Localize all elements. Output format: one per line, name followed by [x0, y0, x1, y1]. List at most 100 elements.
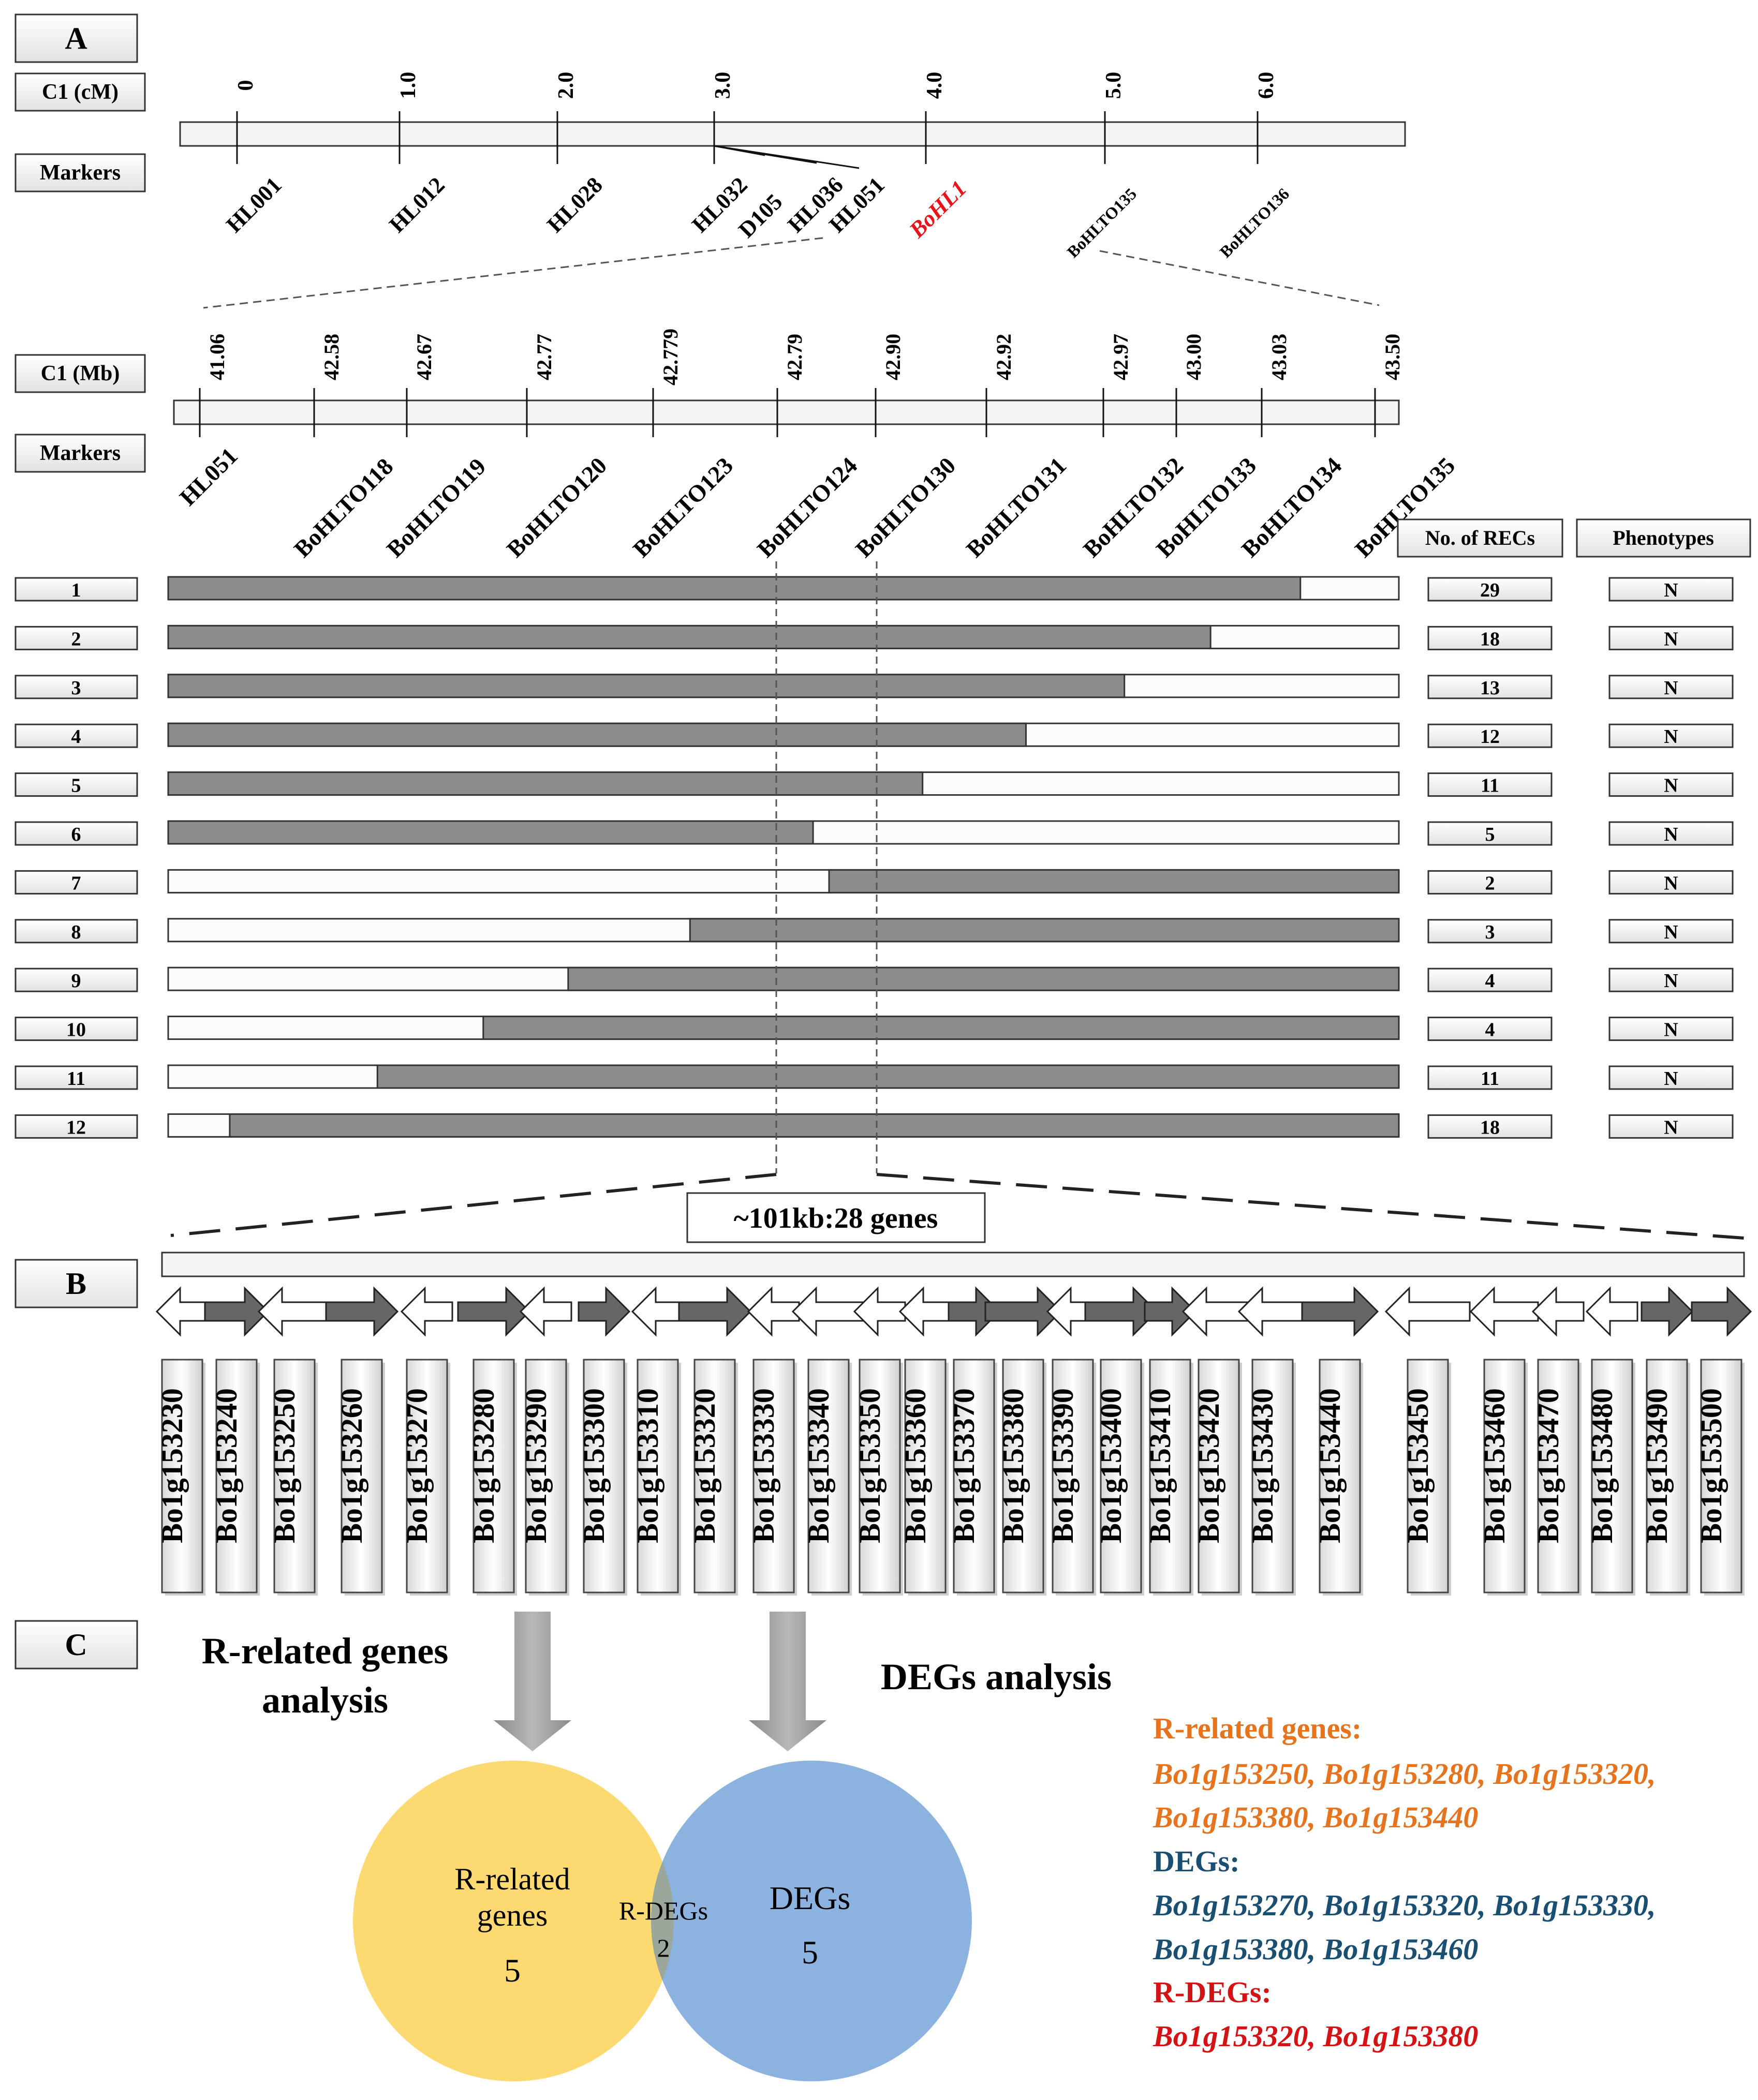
gene-name: Bo1g153230 — [155, 1388, 189, 1543]
cm-tick-label: 4.0 — [923, 72, 947, 99]
phenotype-value: N — [1664, 726, 1678, 748]
cm-marker-label: HL012 — [384, 172, 449, 237]
gene-box-frame — [1149, 1359, 1191, 1593]
row-bar-fill — [376, 1064, 1400, 1089]
svg-text:C: C — [65, 1628, 87, 1662]
row-id-box — [14, 577, 138, 602]
row-id: 7 — [71, 872, 81, 894]
gene-name: Bo1g153490 — [1640, 1388, 1674, 1543]
recs-value: 13 — [1480, 677, 1500, 699]
gene-arrow-reverse — [791, 1286, 865, 1337]
gene-box-frame — [273, 1359, 316, 1593]
interval-zoom-left — [170, 1173, 777, 1237]
svg-text:No. of RECs: No. of RECs — [1425, 526, 1535, 549]
venn-right-label: DEGs — [770, 1880, 850, 1916]
gene-name: Bo1g153470 — [1531, 1388, 1565, 1543]
gene-name: Bo1g153420 — [1192, 1388, 1225, 1543]
recombinant-row: 10 4 N — [14, 1016, 1734, 1041]
row-id-box — [14, 919, 138, 944]
phenotype-box — [1608, 772, 1734, 797]
gene-name: Bo1g153240 — [210, 1388, 243, 1543]
gene-box-frame — [1700, 1359, 1742, 1593]
gene-box: Bo1g153470 — [1531, 1359, 1582, 1596]
gene-box: Bo1g153360 — [898, 1359, 949, 1596]
row-id-box — [14, 723, 138, 748]
row-bar-fill — [167, 722, 1027, 747]
gene-box: Bo1g153420 — [1192, 1359, 1242, 1596]
zoom-line-left — [203, 237, 823, 309]
row-bar-fill — [828, 869, 1400, 893]
row-bar-fill — [482, 1016, 1400, 1040]
gene-box: Bo1g153270 — [400, 1359, 450, 1596]
recombinant-row: 12 18 N — [14, 1113, 1734, 1139]
recs-box — [1427, 967, 1553, 992]
row-id: 11 — [67, 1068, 85, 1090]
row-bar-fill — [167, 674, 1126, 698]
recs-box — [1427, 870, 1553, 895]
row-id-box — [14, 1065, 138, 1090]
gene-arrow-reverse — [631, 1286, 684, 1337]
venn-mid-count: 2 — [657, 1933, 670, 1962]
interval-label: ~101kb:28 genes — [686, 1192, 986, 1243]
phenotype-box — [1608, 675, 1734, 699]
down-arrow-right — [749, 1612, 826, 1751]
row-id: 5 — [71, 775, 81, 797]
row-id: 12 — [66, 1116, 86, 1138]
phenotype-value: N — [1664, 628, 1678, 650]
phenotype-box — [1608, 1017, 1734, 1041]
gene-box-frame — [525, 1359, 567, 1593]
recs-box — [1427, 723, 1553, 748]
gene-box: Bo1g153320 — [688, 1359, 738, 1596]
mb-position-label: 42.779 — [659, 329, 682, 385]
phenotype-box — [1608, 577, 1734, 602]
gene-arrow-reverse — [519, 1286, 572, 1337]
gene-arrow-forward — [325, 1286, 399, 1337]
cm-tick-label: 2.0 — [554, 72, 578, 99]
gene-box-frame — [1407, 1359, 1449, 1593]
zoom-line-right — [1099, 250, 1380, 306]
gene-arrow-reverse — [1531, 1286, 1585, 1337]
row-id: 1 — [71, 579, 81, 601]
row-id-box — [14, 772, 138, 797]
gene-name: Bo1g153300 — [577, 1388, 611, 1543]
gene-arrow-forward — [678, 1286, 752, 1337]
recombinant-row: 7 2 N — [14, 869, 1734, 895]
gene-box-frame — [904, 1359, 947, 1593]
svg-text:C1 (Mb): C1 (Mb) — [41, 362, 120, 385]
gene-box-frame — [215, 1359, 258, 1593]
recs-value: 18 — [1480, 1116, 1500, 1138]
phenotype-value: N — [1664, 921, 1678, 943]
gene-box-frame — [1251, 1359, 1294, 1593]
venn-mid-label: R-DEGs — [619, 1896, 708, 1925]
recombinant-row: 6 5 N — [14, 820, 1734, 846]
phenotype-value: N — [1664, 970, 1678, 992]
cm-tick-label: 5.0 — [1102, 72, 1126, 99]
recombinant-rows: 1 29 N2 18 N3 13 N4 12 N5 11 N6 5 N7 2 N8 3 N9 4 N10 4 N11 11… — [14, 576, 1734, 1139]
cm-tick-label: 3.0 — [711, 72, 735, 99]
mb-marker-label: HL051 — [174, 442, 243, 511]
row-id: 4 — [71, 726, 81, 748]
gene-box-frame — [752, 1359, 795, 1593]
gene-box: Bo1g153280 — [467, 1359, 517, 1596]
gene-box: Bo1g153330 — [747, 1359, 797, 1596]
gene-name: Bo1g153480 — [1585, 1388, 1619, 1543]
mb-position-label: 42.97 — [1109, 334, 1132, 380]
gene-box: Bo1g153300 — [577, 1359, 627, 1596]
gene-box: Bo1g153430 — [1246, 1359, 1296, 1596]
svg-text:C1 (cM): C1 (cM) — [42, 80, 119, 104]
recs-value: 3 — [1485, 921, 1495, 943]
gene-box: Bo1g153440 — [1313, 1359, 1363, 1596]
phenotype-box — [1608, 919, 1734, 944]
recombinant-row: 8 3 N — [14, 918, 1734, 944]
recs-box — [1427, 675, 1553, 699]
target-gene-label: BoHL1 — [904, 175, 971, 243]
recs-value: 2 — [1485, 872, 1495, 894]
gene-box-frame — [1483, 1359, 1526, 1593]
venn-left-label-line2: genes — [477, 1898, 548, 1932]
recs-value: 18 — [1480, 628, 1500, 650]
recombinant-row: 3 13 N — [14, 674, 1734, 699]
row-bar-fill — [167, 624, 1212, 649]
cm-track-label: C1 (cM) — [14, 72, 146, 112]
gene-box-frame — [161, 1359, 203, 1593]
